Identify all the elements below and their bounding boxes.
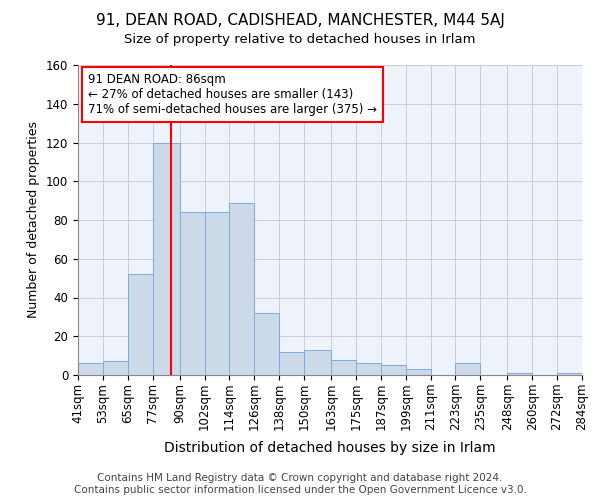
Bar (128, 274, 152, 375)
Text: Size of property relative to detached houses in Irlam: Size of property relative to detached ho… (124, 32, 476, 46)
Bar (103, 362, 128, 375)
X-axis label: Distribution of detached houses by size in Irlam: Distribution of detached houses by size … (164, 442, 496, 456)
Bar (152, 142, 179, 375)
Bar (304, 350, 331, 375)
Text: Contains HM Land Registry data © Crown copyright and database right 2024.
Contai: Contains HM Land Registry data © Crown c… (74, 474, 526, 495)
Bar (279, 352, 304, 375)
Bar (508, 373, 532, 375)
Bar (455, 364, 481, 375)
Bar (331, 360, 356, 375)
Bar (406, 369, 431, 375)
Bar (179, 212, 205, 375)
Bar (205, 212, 229, 375)
Bar (254, 313, 279, 375)
Text: 91, DEAN ROAD, CADISHEAD, MANCHESTER, M44 5AJ: 91, DEAN ROAD, CADISHEAD, MANCHESTER, M4… (95, 12, 505, 28)
Bar (356, 364, 381, 375)
Bar (381, 366, 406, 375)
Text: 91 DEAN ROAD: 86sqm
← 27% of detached houses are smaller (143)
71% of semi-detac: 91 DEAN ROAD: 86sqm ← 27% of detached ho… (88, 72, 377, 116)
Y-axis label: Number of detached properties: Number of detached properties (28, 122, 40, 318)
Bar (229, 202, 254, 375)
Bar (78, 364, 103, 375)
Bar (557, 373, 582, 375)
